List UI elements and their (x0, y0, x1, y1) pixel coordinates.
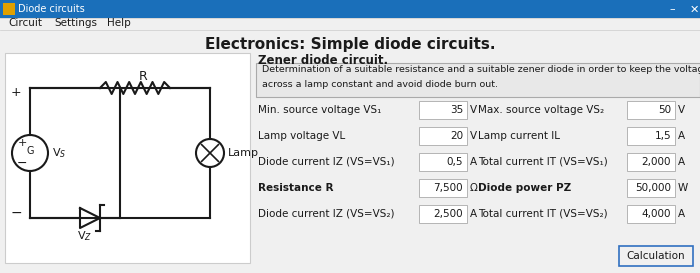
Text: V: V (470, 131, 477, 141)
FancyBboxPatch shape (419, 127, 467, 145)
Text: –: – (669, 4, 675, 14)
Text: 2,500: 2,500 (433, 209, 463, 219)
Bar (3, 3, 15, 15)
Text: V$_Z$: V$_Z$ (78, 229, 92, 243)
Text: W: W (678, 183, 688, 193)
Text: A: A (678, 209, 685, 219)
Text: Diode current IZ (VS=VS₁): Diode current IZ (VS=VS₁) (258, 157, 395, 167)
Text: 35: 35 (449, 105, 463, 115)
Text: R: R (139, 70, 148, 82)
FancyBboxPatch shape (627, 153, 675, 171)
Text: 7,500: 7,500 (433, 183, 463, 193)
FancyBboxPatch shape (627, 205, 675, 223)
FancyBboxPatch shape (627, 101, 675, 119)
Text: G: G (27, 146, 34, 156)
FancyBboxPatch shape (0, 0, 700, 18)
Text: Diode power PZ: Diode power PZ (478, 183, 571, 193)
Text: Zener diode circuit.: Zener diode circuit. (258, 55, 388, 67)
FancyBboxPatch shape (419, 153, 467, 171)
Text: Resistance R: Resistance R (258, 183, 333, 193)
Text: Settings: Settings (55, 18, 97, 28)
FancyBboxPatch shape (619, 246, 693, 266)
Text: 4,000: 4,000 (641, 209, 671, 219)
Text: Total current IT (VS=VS₂): Total current IT (VS=VS₂) (478, 209, 608, 219)
Text: A: A (678, 131, 685, 141)
FancyBboxPatch shape (0, 17, 700, 29)
Text: Lamp: Lamp (228, 148, 259, 158)
FancyBboxPatch shape (419, 179, 467, 197)
Text: −: − (17, 156, 27, 170)
FancyBboxPatch shape (0, 30, 700, 273)
Text: +: + (10, 87, 21, 99)
Text: A: A (470, 209, 477, 219)
Text: 50,000: 50,000 (635, 183, 671, 193)
FancyBboxPatch shape (627, 127, 675, 145)
FancyBboxPatch shape (627, 179, 675, 197)
Text: 20: 20 (450, 131, 463, 141)
Text: Lamp current IL: Lamp current IL (478, 131, 560, 141)
Text: Total current IT (VS=VS₁): Total current IT (VS=VS₁) (478, 157, 608, 167)
Text: Calculation: Calculation (626, 251, 685, 261)
Text: 0,5: 0,5 (447, 157, 463, 167)
Text: Circuit: Circuit (8, 18, 42, 28)
Text: Ω: Ω (470, 183, 478, 193)
Text: Diode circuits: Diode circuits (18, 4, 85, 14)
Text: A: A (678, 157, 685, 167)
Text: 50: 50 (658, 105, 671, 115)
Text: Lamp voltage VL: Lamp voltage VL (258, 131, 345, 141)
Text: −: − (10, 206, 22, 220)
Text: ✕: ✕ (690, 4, 699, 14)
Text: A: A (470, 157, 477, 167)
FancyBboxPatch shape (256, 63, 700, 97)
Text: 1,5: 1,5 (654, 131, 671, 141)
FancyBboxPatch shape (5, 53, 250, 263)
Text: V: V (470, 105, 477, 115)
Text: Determination of a suitable resistance and a suitable zener diode in order to ke: Determination of a suitable resistance a… (262, 65, 700, 89)
Text: Max. source voltage VS₂: Max. source voltage VS₂ (478, 105, 604, 115)
Text: Diode current IZ (VS=VS₂): Diode current IZ (VS=VS₂) (258, 209, 395, 219)
FancyBboxPatch shape (419, 205, 467, 223)
Text: V: V (678, 105, 685, 115)
Text: Electronics: Simple diode circuits.: Electronics: Simple diode circuits. (204, 37, 496, 52)
Text: Min. source voltage VS₁: Min. source voltage VS₁ (258, 105, 382, 115)
Text: +: + (18, 138, 27, 148)
Text: 2,000: 2,000 (641, 157, 671, 167)
Text: V$_S$: V$_S$ (52, 146, 66, 160)
FancyBboxPatch shape (419, 101, 467, 119)
Text: Help: Help (106, 18, 130, 28)
